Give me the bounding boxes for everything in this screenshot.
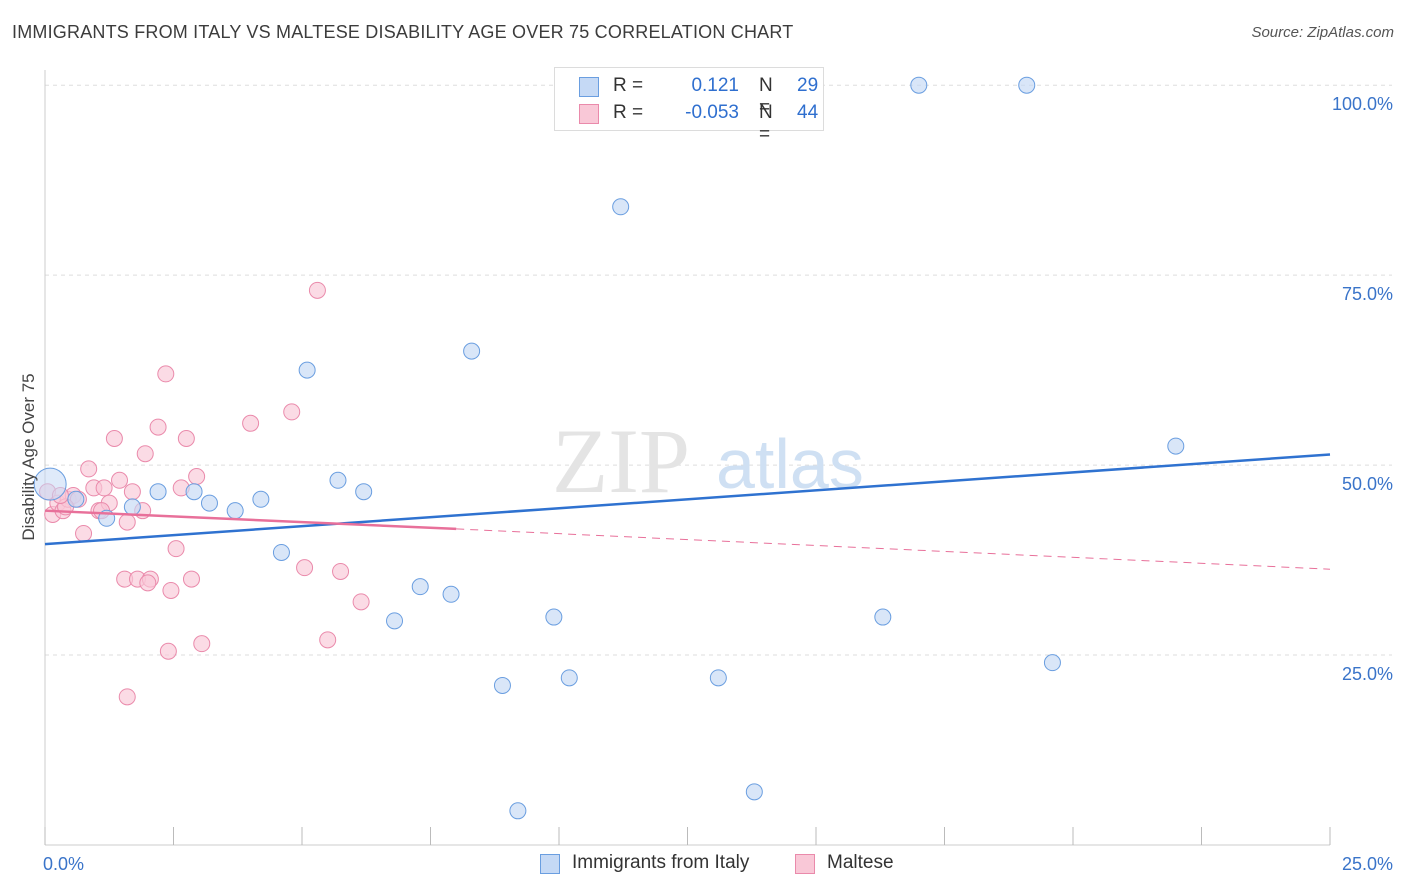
legend-label-italy: Immigrants from Italy <box>572 852 750 873</box>
point-maltese <box>80 460 98 478</box>
point-italy <box>355 483 373 501</box>
point-maltese <box>105 430 123 448</box>
point-maltese <box>118 513 136 531</box>
point-maltese <box>182 570 200 588</box>
watermark-atlas: atlas <box>716 425 864 503</box>
axes <box>44 70 1331 846</box>
legend-n-value: 44 <box>797 102 819 123</box>
point-italy <box>329 471 347 489</box>
legend-r-label: R = <box>613 102 644 123</box>
point-italy <box>493 676 511 694</box>
legend-r-value: 0.121 <box>691 75 739 96</box>
point-maltese <box>332 562 350 580</box>
legend-n-value: 29 <box>797 75 819 96</box>
y-axis-label: Disability Age Over 75 <box>19 373 38 540</box>
y-tick-label: 75.0% <box>1342 284 1393 304</box>
point-italy <box>612 198 630 216</box>
point-italy <box>298 361 316 379</box>
point-maltese <box>162 581 180 599</box>
point-maltese <box>177 430 195 448</box>
point-italy <box>910 76 928 94</box>
point-italy <box>123 498 141 516</box>
point-italy <box>149 483 167 501</box>
x-tick-label: 0.0% <box>43 854 84 874</box>
point-maltese <box>188 467 206 485</box>
point-maltese <box>139 574 157 592</box>
watermark: ZIP atlas <box>552 410 864 512</box>
point-maltese <box>296 559 314 577</box>
legend-n-label: N = <box>759 75 773 118</box>
data-points <box>33 76 1185 820</box>
point-maltese <box>123 483 141 501</box>
point-italy <box>1167 437 1185 455</box>
point-maltese <box>118 688 136 706</box>
point-italy <box>509 802 527 820</box>
chart-title: IMMIGRANTS FROM ITALY VS MALTESE DISABIL… <box>12 22 794 42</box>
point-maltese <box>159 642 177 660</box>
point-italy <box>560 669 578 687</box>
point-maltese <box>283 403 301 421</box>
point-italy <box>745 783 763 801</box>
point-italy <box>272 543 290 561</box>
point-italy <box>874 608 892 626</box>
point-italy <box>442 585 460 603</box>
point-italy <box>1018 76 1036 94</box>
legend-swatch-italy <box>540 854 560 874</box>
point-italy <box>67 490 85 508</box>
point-maltese <box>149 418 167 436</box>
legend-swatch-maltese <box>579 104 599 124</box>
x-tick-label: 25.0% <box>1342 854 1393 874</box>
legend-swatch-italy <box>579 77 599 97</box>
grid-lines <box>45 84 1392 656</box>
point-maltese <box>111 471 129 489</box>
point-maltese <box>157 365 175 383</box>
legend-r-label: R = <box>613 75 644 96</box>
trend-lines <box>44 453 1331 570</box>
trend-line-italy <box>44 453 1331 546</box>
point-italy <box>200 494 218 512</box>
legend-label-maltese: Maltese <box>827 852 894 873</box>
point-italy <box>1043 654 1061 672</box>
y-tick-label: 100.0% <box>1332 94 1393 114</box>
point-italy <box>709 669 727 687</box>
point-italy <box>252 490 270 508</box>
point-maltese <box>193 635 211 653</box>
point-italy <box>545 608 563 626</box>
point-maltese <box>95 479 113 497</box>
legend-n-label: N = <box>759 102 773 145</box>
trend-line-maltese-extension <box>456 528 1331 570</box>
y-tick-label: 50.0% <box>1342 474 1393 494</box>
point-italy <box>226 502 244 520</box>
tick-labels: 25.0% 50.0% 75.0% 100.0% 0.0% 25.0% Disability… <box>19 94 1393 874</box>
legend-r-value: -0.053 <box>685 102 739 123</box>
point-maltese <box>308 281 326 299</box>
watermark-zip: ZIP <box>552 410 690 512</box>
legend-swatch-maltese <box>795 854 815 874</box>
point-italy <box>411 578 429 596</box>
point-maltese <box>167 540 185 558</box>
correlation-legend: R = 0.121 N = 29 R = -0.053 N = 44 <box>554 67 824 145</box>
trend-line-maltese <box>44 509 457 531</box>
point-italy <box>463 342 481 360</box>
point-italy <box>33 467 67 501</box>
point-maltese <box>352 593 370 611</box>
point-maltese <box>136 445 154 463</box>
point-maltese <box>319 631 337 649</box>
y-tick-label: 25.0% <box>1342 664 1393 684</box>
point-maltese <box>75 524 93 542</box>
point-italy <box>386 612 404 630</box>
point-italy <box>185 483 203 501</box>
source-label: Source: ZipAtlas.com <box>1251 24 1394 41</box>
point-maltese <box>242 414 260 432</box>
